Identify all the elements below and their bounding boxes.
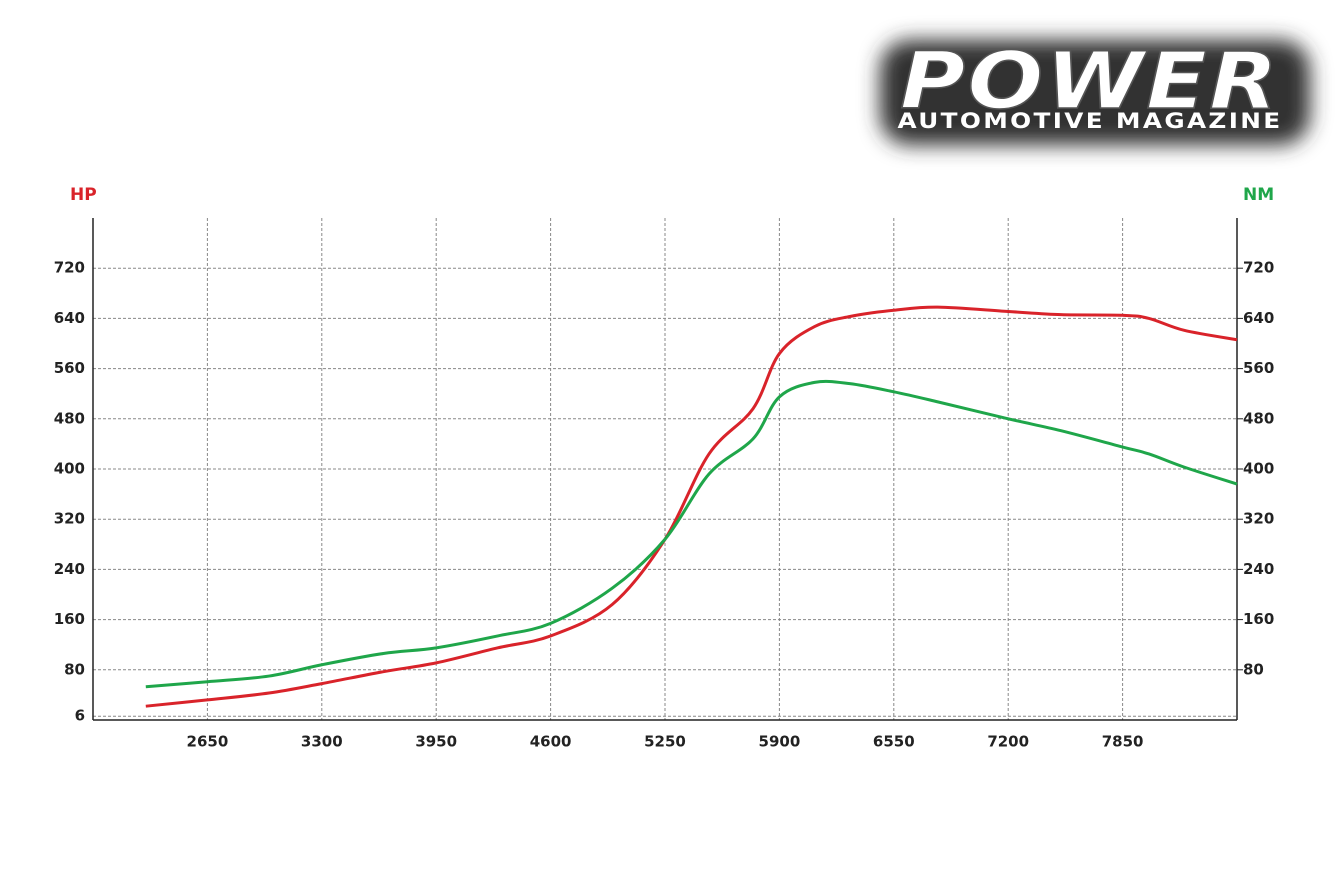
y2-tick-label: 80 <box>1243 660 1264 678</box>
y-tick-label: 480 <box>54 409 85 427</box>
x-tick-label: 3950 <box>415 733 457 751</box>
logo-title: POWER <box>900 37 1280 127</box>
y2-tick-label: 640 <box>1243 309 1274 327</box>
x-tick-label: 5250 <box>644 733 686 751</box>
logo-backdrop <box>880 40 1310 145</box>
y-tick-label: 640 <box>54 309 85 327</box>
x-tick-label: 6550 <box>873 733 915 751</box>
y-tick-label: 240 <box>54 560 85 578</box>
y2-tick-label: 560 <box>1243 359 1274 377</box>
y2-axis-label: NM <box>1243 185 1274 205</box>
x-tick-label: 5900 <box>759 733 801 751</box>
y-tick-label: 400 <box>54 460 85 478</box>
y-tick-label: 80 <box>64 660 85 678</box>
data-line <box>145 379 1238 689</box>
y-axis-label: HP <box>70 185 97 205</box>
y-tick-label: 320 <box>54 510 85 528</box>
x-tick-label: 3300 <box>301 733 343 751</box>
y2-tick-label: 400 <box>1243 460 1274 478</box>
logo-subtitle: AUTOMOTIVE MAGAZINE <box>898 109 1283 133</box>
y-tick-label: 160 <box>54 610 85 628</box>
y2-tick-label: 320 <box>1243 510 1274 528</box>
data-line <box>145 305 1238 708</box>
y2-tick-label: 240 <box>1243 560 1274 578</box>
y2-tick-label: 480 <box>1243 409 1274 427</box>
x-tick-label: 4600 <box>530 733 572 751</box>
y-tick-label: 6 <box>75 707 85 725</box>
x-tick-label: 7200 <box>987 733 1029 751</box>
y2-tick-label: 720 <box>1243 259 1274 277</box>
x-tick-label: 7850 <box>1102 733 1144 751</box>
logo: POWER AUTOMOTIVE MAGAZINE <box>880 36 1310 145</box>
x-tick-label: 2650 <box>187 733 229 751</box>
y-tick-label: 720 <box>54 259 85 277</box>
y2-tick-label: 160 <box>1243 610 1274 628</box>
y-tick-label: 560 <box>54 359 85 377</box>
